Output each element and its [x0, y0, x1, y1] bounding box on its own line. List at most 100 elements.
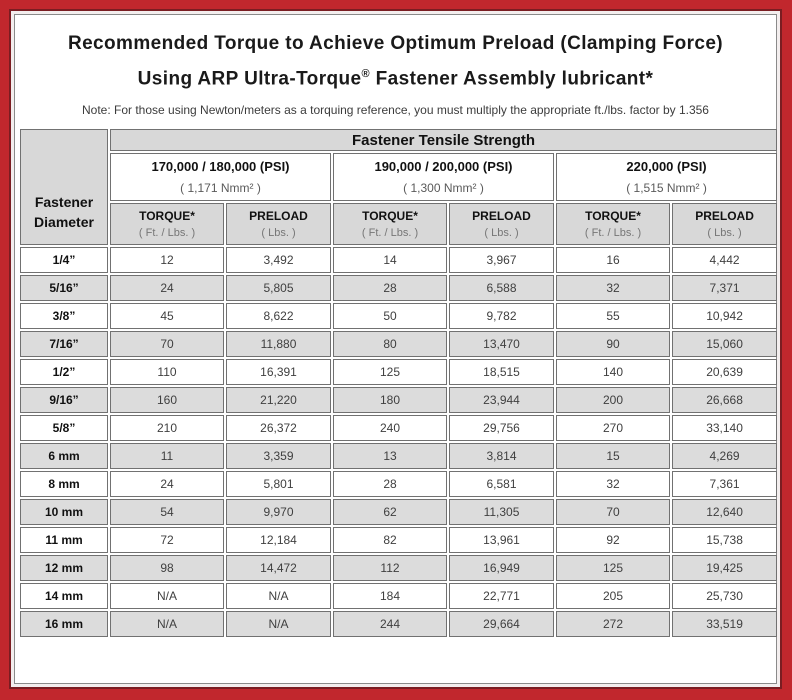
table-row: 1/2” 110 16,391 125 18,515 140 20,639 [20, 359, 778, 386]
table-row: 10 mm 54 9,970 62 11,305 70 12,640 [20, 499, 778, 526]
diameter-cell: 5/16” [20, 275, 108, 302]
preload-unit: ( Lbs. ) [484, 227, 519, 240]
psi-group-3-label: 220,000 (PSI) [626, 159, 707, 175]
preload-cell-3: 33,519 [672, 611, 778, 638]
diameter-cell: 7/16” [20, 331, 108, 358]
preload-cell-1: 21,220 [226, 387, 331, 414]
torque-cell-1: 210 [110, 415, 224, 442]
preload-cell-2: 22,771 [449, 583, 554, 610]
torque-cell-2: 82 [333, 527, 447, 554]
table-row: 6 mm 11 3,359 13 3,814 15 4,269 [20, 443, 778, 470]
torque-cell-2: 14 [333, 247, 447, 274]
torque-cell-3: 205 [556, 583, 670, 610]
diameter-cell: 1/2” [20, 359, 108, 386]
preload-label: PRELOAD [249, 209, 308, 224]
torque-cell-2: 28 [333, 471, 447, 498]
preload-column-header-3: PRELOAD ( Lbs. ) [672, 203, 778, 246]
torque-cell-1: N/A [110, 611, 224, 638]
preload-cell-2: 3,967 [449, 247, 554, 274]
torque-cell-2: 50 [333, 303, 447, 330]
torque-column-header-3: TORQUE* ( Ft. / Lbs. ) [556, 203, 670, 246]
psi-group-1-nmm: ( 1,171 Nmm² ) [180, 181, 261, 196]
corner-label-line1: Fastener [34, 194, 94, 211]
torque-cell-3: 55 [556, 303, 670, 330]
page-title: Recommended Torque to Achieve Optimum Pr… [18, 28, 773, 94]
preload-cell-1: 11,880 [226, 331, 331, 358]
torque-cell-3: 70 [556, 499, 670, 526]
preload-cell-3: 25,730 [672, 583, 778, 610]
preload-cell-3: 26,668 [672, 387, 778, 414]
tensile-strength-header: Fastener Tensile Strength [110, 129, 778, 152]
preload-unit: ( Lbs. ) [261, 227, 296, 240]
table-row: 1/4” 12 3,492 14 3,967 16 4,442 [20, 247, 778, 274]
preload-cell-1: 3,359 [226, 443, 331, 470]
diameter-cell: 3/8” [20, 303, 108, 330]
preload-cell-1: 26,372 [226, 415, 331, 442]
torque-label: TORQUE* [585, 209, 641, 224]
torque-preload-table: Fastener Diameter Fastener Tensile Stren… [18, 127, 779, 639]
preload-column-header-2: PRELOAD ( Lbs. ) [449, 203, 554, 246]
torque-cell-3: 140 [556, 359, 670, 386]
preload-cell-2: 18,515 [449, 359, 554, 386]
diameter-cell: 12 mm [20, 555, 108, 582]
header-row-columns: TORQUE* ( Ft. / Lbs. ) PRELOAD ( Lbs. ) … [20, 203, 778, 246]
torque-cell-2: 62 [333, 499, 447, 526]
diameter-cell: 8 mm [20, 471, 108, 498]
torque-cell-3: 32 [556, 471, 670, 498]
preload-cell-2: 16,949 [449, 555, 554, 582]
diameter-cell: 1/4” [20, 247, 108, 274]
preload-cell-1: 16,391 [226, 359, 331, 386]
torque-label: TORQUE* [362, 209, 418, 224]
torque-unit: ( Ft. / Lbs. ) [138, 227, 196, 240]
preload-cell-2: 9,782 [449, 303, 554, 330]
preload-cell-1: 8,622 [226, 303, 331, 330]
preload-cell-3: 7,361 [672, 471, 778, 498]
page-title-line2-post: Fastener Assembly lubricant* [369, 68, 654, 90]
table-row: 5/8” 210 26,372 240 29,756 270 33,140 [20, 415, 778, 442]
preload-cell-2: 29,664 [449, 611, 554, 638]
torque-cell-1: 110 [110, 359, 224, 386]
corner-label-line2: Diameter [34, 214, 94, 231]
torque-column-header-2: TORQUE* ( Ft. / Lbs. ) [333, 203, 447, 246]
preload-cell-2: 6,581 [449, 471, 554, 498]
table-row: 3/8” 45 8,622 50 9,782 55 10,942 [20, 303, 778, 330]
page-title-line2: Using ARP Ultra-Torque® Fastener Assembl… [18, 59, 773, 94]
preload-cell-1: 3,492 [226, 247, 331, 274]
torque-cell-1: 12 [110, 247, 224, 274]
header-row-tensile: Fastener Diameter Fastener Tensile Stren… [20, 129, 778, 246]
psi-group-2-nmm: ( 1,300 Nmm² ) [403, 181, 484, 196]
corner-header-fastener-diameter: Fastener Diameter [20, 129, 108, 246]
torque-cell-3: 125 [556, 555, 670, 582]
preload-cell-2: 29,756 [449, 415, 554, 442]
torque-cell-1: 54 [110, 499, 224, 526]
preload-cell-3: 20,639 [672, 359, 778, 386]
preload-cell-1: 5,801 [226, 471, 331, 498]
torque-cell-2: 244 [333, 611, 447, 638]
torque-cell-3: 16 [556, 247, 670, 274]
torque-cell-1: 70 [110, 331, 224, 358]
torque-cell-3: 90 [556, 331, 670, 358]
preload-label: PRELOAD [695, 209, 754, 224]
preload-cell-2: 23,944 [449, 387, 554, 414]
psi-group-3: 220,000 (PSI) ( 1,515 Nmm² ) [556, 153, 778, 202]
preload-label: PRELOAD [472, 209, 531, 224]
registered-trademark-symbol: ® [361, 68, 370, 80]
table-row: 14 mm N/A N/A 184 22,771 205 25,730 [20, 583, 778, 610]
preload-cell-2: 11,305 [449, 499, 554, 526]
psi-group-1-label: 170,000 / 180,000 (PSI) [151, 159, 290, 175]
torque-cell-2: 125 [333, 359, 447, 386]
psi-group-2-label: 190,000 / 200,000 (PSI) [374, 159, 513, 175]
preload-cell-3: 4,269 [672, 443, 778, 470]
preload-cell-3: 10,942 [672, 303, 778, 330]
preload-cell-1: N/A [226, 611, 331, 638]
preload-cell-2: 3,814 [449, 443, 554, 470]
table-row: 16 mm N/A N/A 244 29,664 272 33,519 [20, 611, 778, 638]
diameter-cell: 5/8” [20, 415, 108, 442]
torque-column-header-1: TORQUE* ( Ft. / Lbs. ) [110, 203, 224, 246]
page-title-line1: Recommended Torque to Achieve Optimum Pr… [67, 33, 724, 54]
preload-cell-2: 6,588 [449, 275, 554, 302]
table-row: 5/16” 24 5,805 28 6,588 32 7,371 [20, 275, 778, 302]
preload-cell-1: 9,970 [226, 499, 331, 526]
header-row-psi: 170,000 / 180,000 (PSI) ( 1,171 Nmm² ) 1… [20, 153, 778, 202]
torque-cell-1: 72 [110, 527, 224, 554]
